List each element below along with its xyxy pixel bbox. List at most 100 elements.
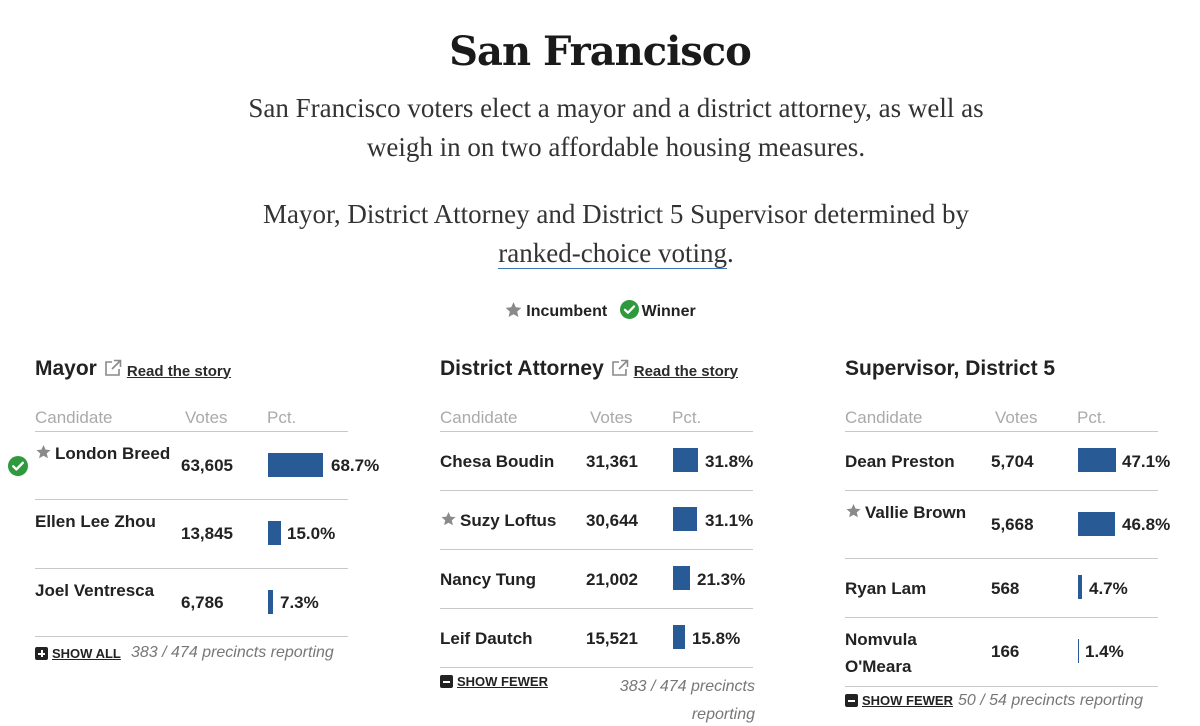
candidate-name-text: London Breed xyxy=(55,444,171,463)
candidate-votes: 15,521 xyxy=(586,629,638,648)
column-votes: Votes xyxy=(590,408,633,427)
candidate-row: Joel Ventresca 6,786 7.3% xyxy=(35,569,348,637)
winner-check-icon xyxy=(8,456,28,481)
candidate-name: London Breed xyxy=(35,440,175,468)
incumbent-star-icon xyxy=(504,301,523,324)
vote-share-bar xyxy=(1078,639,1079,663)
show-fewer-label: SHOW FEWER xyxy=(862,693,953,708)
vote-share-bar xyxy=(268,453,323,477)
incumbent-star-icon xyxy=(845,500,862,527)
candidate-name: Ellen Lee Zhou xyxy=(35,512,156,531)
candidate-pct: 46.8% xyxy=(1122,515,1171,534)
candidate-votes: 5,704 xyxy=(991,452,1034,471)
candidate-name: Nomvula O'Meara xyxy=(845,630,917,676)
candidate-pct: 21.3% xyxy=(697,570,746,589)
candidate-row: Vallie Brown 5,668 46.8% xyxy=(845,491,1170,559)
candidate-votes: 5,668 xyxy=(991,515,1034,534)
read-story-label: Read the story xyxy=(633,362,738,380)
candidate-row: Leif Dautch 15,521 15.8% xyxy=(440,609,753,668)
race-title: Mayor xyxy=(35,357,97,380)
show-all-button[interactable]: SHOW ALL xyxy=(35,646,121,661)
legend: Incumbent Winner xyxy=(0,300,1200,324)
race-footer: SHOW FEWER 50 / 54 precincts reporting xyxy=(845,687,1165,715)
race-header: Supervisor, District 5 xyxy=(845,352,1200,386)
precincts-reporting: 383 / 474 precincts reporting xyxy=(131,644,334,661)
plus-icon xyxy=(35,647,48,660)
show-fewer-button[interactable]: SHOW FEWER xyxy=(440,674,548,689)
vote-share-bar xyxy=(1078,512,1115,536)
candidate-votes: 568 xyxy=(991,579,1020,598)
column-candidate: Candidate xyxy=(440,408,518,427)
race-supervisor-district-5: Supervisor, District 5 Candidate Votes P… xyxy=(845,352,1200,715)
candidate-name-text: Suzy Loftus xyxy=(460,511,557,530)
candidate-row: London Breed 63,605 68.7% xyxy=(8,432,379,500)
ranked-choice-voting-link[interactable]: ranked-choice voting xyxy=(498,238,727,269)
candidate-name: Suzy Loftus xyxy=(440,507,590,535)
vote-share-bar xyxy=(1078,448,1116,472)
vote-share-bar xyxy=(673,448,698,472)
page-title: San Francisco xyxy=(449,28,752,75)
column-votes: Votes xyxy=(185,408,228,427)
race-mayor: Mayor Read the story Candidate Votes Pct… xyxy=(8,352,415,667)
column-votes: Votes xyxy=(995,408,1038,427)
external-link-icon xyxy=(610,359,630,383)
show-fewer-label: SHOW FEWER xyxy=(457,674,548,689)
candidate-row: Nancy Tung 21,002 21.3% xyxy=(440,550,753,609)
candidate-row: Suzy Loftus 30,644 31.1% xyxy=(440,491,753,550)
candidate-name: Joel Ventresca xyxy=(35,581,155,600)
candidate-name: Ryan Lam xyxy=(845,579,927,598)
candidate-row: Ryan Lam 568 4.7% xyxy=(845,559,1158,618)
race-footer: SHOW FEWER 383 / 474 precincts reporting xyxy=(440,668,760,724)
candidate-votes: 30,644 xyxy=(586,511,638,530)
incumbent-star-icon xyxy=(440,508,457,535)
candidate-pct: 31.1% xyxy=(705,511,754,530)
rcv-note-prefix: Mayor, District Attorney and District 5 … xyxy=(262,199,970,229)
candidate-name-text: Vallie Brown xyxy=(865,503,967,522)
legend-incumbent-label: Incumbent xyxy=(526,303,608,320)
show-all-label: SHOW ALL xyxy=(52,646,121,661)
column-candidate: Candidate xyxy=(845,408,923,427)
show-fewer-button[interactable]: SHOW FEWER xyxy=(845,693,953,708)
vote-share-bar xyxy=(268,521,281,545)
candidate-pct: 15.8% xyxy=(692,629,741,648)
race-title: Supervisor, District 5 xyxy=(845,357,1056,380)
candidate-votes: 21,002 xyxy=(586,570,638,589)
minus-icon xyxy=(845,694,858,707)
results-header: Candidate Votes Pct. xyxy=(845,386,1158,432)
rcv-note-suffix: . xyxy=(726,238,734,268)
candidate-votes: 63,605 xyxy=(181,456,233,475)
candidate-name: Nancy Tung xyxy=(440,570,537,589)
candidate-votes: 13,845 xyxy=(181,524,233,543)
candidate-votes: 166 xyxy=(991,642,1020,661)
candidate-pct: 4.7% xyxy=(1089,579,1128,598)
candidate-pct: 1.4% xyxy=(1085,642,1124,661)
precincts-reporting: 383 / 474 precincts reporting xyxy=(619,678,755,723)
results-header: Candidate Votes Pct. xyxy=(440,386,753,432)
candidate-row: Ellen Lee Zhou 13,845 15.0% xyxy=(35,500,348,569)
legend-winner-label: Winner xyxy=(641,303,696,320)
external-link-icon xyxy=(103,359,123,383)
column-pct: Pct. xyxy=(672,408,702,427)
candidate-votes: 6,786 xyxy=(181,593,224,612)
column-pct: Pct. xyxy=(1077,408,1107,427)
candidate-name: Leif Dautch xyxy=(440,629,533,648)
race-header: District Attorney Read the story xyxy=(440,352,820,386)
intro-text: San Francisco voters elect a mayor and a… xyxy=(248,93,984,162)
vote-share-bar xyxy=(673,566,690,590)
incumbent-star-icon xyxy=(35,441,52,468)
candidate-row: Chesa Boudin 31,361 31.8% xyxy=(440,432,753,491)
candidate-name: Chesa Boudin xyxy=(440,452,555,471)
vote-share-bar xyxy=(1078,575,1082,599)
race-district-attorney: District Attorney Read the story Candida… xyxy=(440,352,820,724)
precincts-reporting: 50 / 54 precincts reporting xyxy=(958,692,1143,709)
winner-check-icon xyxy=(619,300,639,324)
results-header: Candidate Votes Pct. xyxy=(35,386,348,432)
column-candidate: Candidate xyxy=(35,408,113,427)
read-story-link[interactable]: Read the story xyxy=(103,359,231,383)
vote-share-bar xyxy=(673,625,685,649)
candidate-pct: 15.0% xyxy=(287,524,336,543)
column-pct: Pct. xyxy=(267,408,297,427)
race-footer: SHOW ALL 383 / 474 precincts reporting xyxy=(35,637,355,667)
candidate-name: Dean Preston xyxy=(845,452,955,471)
read-story-link[interactable]: Read the story xyxy=(610,359,738,383)
